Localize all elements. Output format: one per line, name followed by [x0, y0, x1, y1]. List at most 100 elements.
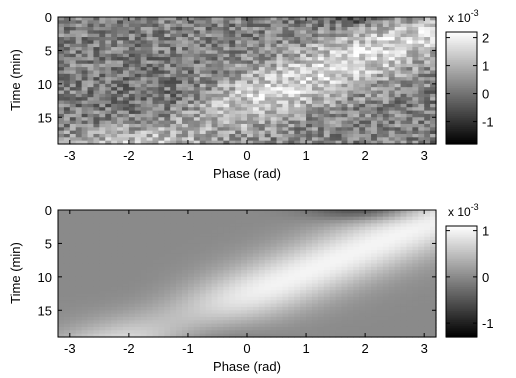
colorbar-1-step [446, 52, 477, 55]
heatmap-1-cell [388, 123, 396, 128]
heatmap-1-cell [87, 27, 95, 31]
heatmap-2-cell [117, 246, 124, 251]
heatmap-2-cell [58, 220, 65, 224]
heatmap-2-cell [371, 246, 378, 251]
heatmap-1-cell [170, 107, 177, 112]
heatmap-2-cell [252, 236, 260, 241]
heatmap-2-cell [199, 306, 207, 311]
heatmap-1-cell [193, 100, 201, 105]
heatmap-2-cell [311, 280, 319, 285]
heatmap-1-cell [353, 110, 360, 115]
heatmap-2-cell [146, 300, 154, 305]
heatmap-2-cell [58, 296, 65, 301]
heatmap-1-cell [164, 50, 171, 55]
heatmap-1-cell [252, 97, 260, 102]
heatmap-1-cell [406, 87, 413, 92]
heatmap-1-cell [424, 73, 431, 78]
heatmap-2-cell [211, 293, 219, 298]
heatmap-2-cell [376, 300, 384, 305]
heatmap-1-cell [176, 17, 183, 21]
heatmap-2-cell [128, 320, 136, 325]
heatmap-2-cell [241, 236, 248, 241]
heatmap-1-cell [235, 103, 242, 108]
heatmap-1-cell [164, 87, 171, 92]
heatmap-2-cell [152, 323, 160, 328]
heatmap-1-cell [128, 107, 136, 112]
heatmap-1-cell [270, 70, 278, 75]
heatmap-2-cell [152, 300, 160, 305]
heatmap-1-cell [418, 87, 425, 92]
heatmap-2-cell [294, 260, 301, 265]
heatmap-1-cell [229, 53, 236, 58]
heatmap-1-cell [93, 110, 100, 115]
heatmap-1-cell [69, 83, 77, 88]
heatmap-2-cell [235, 213, 242, 218]
heatmap-2-cell [176, 296, 183, 301]
heatmap-2-cell [311, 216, 319, 221]
heatmap-2-cell [134, 273, 142, 278]
heatmap-2-cell [347, 256, 354, 261]
heatmap-1-cell [412, 33, 419, 38]
heatmap-2-cell [282, 296, 289, 301]
heatmap-1-cell [371, 107, 378, 112]
heatmap-2-cell [122, 286, 130, 291]
heatmap-1-cell [99, 73, 106, 78]
heatmap-1-cell [182, 30, 189, 35]
heatmap-2-cell [158, 243, 165, 248]
heatmap-2-cell [193, 320, 201, 325]
heatmap-2-cell [317, 253, 325, 258]
heatmap-1-cell [223, 70, 230, 75]
heatmap-1-cell [288, 123, 295, 128]
heatmap-1-cell [81, 63, 89, 68]
heatmap-2-cell [58, 276, 65, 281]
heatmap-2-cell [193, 236, 201, 241]
heatmap-2-cell [258, 243, 266, 248]
heatmap-1-cell [187, 27, 195, 31]
heatmap-2-cell [412, 283, 419, 288]
heatmap-1-cell [205, 23, 213, 28]
heatmap-1-cell [187, 53, 195, 58]
heatmap-2-cell [105, 316, 112, 321]
heatmap-2-cell [176, 253, 183, 258]
heatmap-2-cell [388, 283, 396, 288]
heatmap-1-cell [235, 50, 242, 55]
heatmap-1-cell [288, 60, 295, 65]
heatmap-2-cell [193, 263, 201, 268]
heatmap-1-cell [258, 73, 266, 78]
heatmap-2-cell [329, 283, 337, 288]
heatmap-1-cell [111, 103, 118, 108]
heatmap-2-cell [376, 273, 384, 278]
heatmap-1-cell [241, 123, 248, 128]
heatmap-1-x-tick-label: -3 [64, 148, 76, 163]
heatmap-2-cell [353, 233, 360, 238]
heatmap-1-cell [424, 103, 431, 108]
heatmap-1-cell [400, 33, 408, 38]
heatmap-1-cell [347, 70, 354, 75]
heatmap-1-cell [205, 33, 213, 38]
heatmap-1-cell [182, 140, 189, 145]
heatmap-2-cell [371, 280, 378, 285]
heatmap-2-cell [58, 266, 65, 271]
heatmap-1-cell [117, 123, 124, 128]
heatmap-1-cell [93, 83, 100, 88]
heatmap-1-cell [317, 30, 325, 35]
heatmap-1-cell [394, 77, 402, 82]
heatmap-2-cell [134, 293, 142, 298]
heatmap-2-cell [122, 280, 130, 285]
heatmap-2-cell [164, 223, 171, 228]
heatmap-2-cell [424, 266, 431, 271]
heatmap-2-cell [270, 246, 278, 251]
heatmap-2-cell [424, 330, 431, 335]
heatmap-1-cell [170, 67, 177, 72]
heatmap-1-cell [264, 103, 272, 108]
heatmap-1-cell [300, 113, 307, 118]
heatmap-2-cell [252, 326, 260, 331]
heatmap-2-cell [430, 273, 437, 278]
heatmap-1-cell [205, 30, 213, 35]
heatmap-1-cell [282, 37, 289, 41]
heatmap-2-cell [430, 296, 437, 301]
heatmap-1-cell [394, 50, 402, 55]
heatmap-2-cell [63, 316, 71, 321]
heatmap-1-cell [176, 47, 183, 52]
heatmap-2-cell [276, 296, 284, 301]
